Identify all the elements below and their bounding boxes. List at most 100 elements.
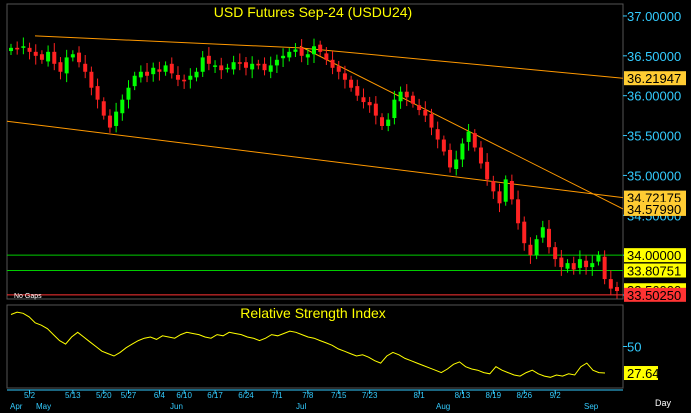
candle-body: [58, 62, 63, 72]
no-gaps-note: No Gaps: [14, 293, 42, 300]
candle-body: [553, 247, 558, 260]
candle-body: [577, 259, 582, 268]
candle-body: [132, 75, 137, 87]
price-label-box: [624, 190, 686, 205]
y-tick-label: 36.50000: [627, 49, 681, 64]
y-tick-label: 36.00000: [627, 89, 681, 104]
x-tick-label: 8/13: [455, 391, 471, 400]
month-label: Apr: [10, 402, 23, 411]
candle-body: [268, 65, 273, 72]
month-label: May: [36, 402, 51, 411]
candle-body: [281, 55, 286, 59]
x-tick-label: 5/20: [96, 391, 112, 400]
price-label-box: [624, 71, 686, 86]
price-label-box: [624, 248, 686, 263]
candle-body: [305, 54, 310, 58]
candle-body: [373, 103, 378, 116]
rsi-panel: 50 27.64: [6, 304, 660, 389]
candle-body: [423, 110, 428, 116]
y-tick-label: 35.00000: [627, 168, 681, 183]
candle-body: [299, 47, 304, 56]
rsi-line: [10, 311, 606, 378]
candle-body: [522, 221, 527, 244]
candle-body: [262, 63, 267, 71]
candle-body: [188, 75, 193, 80]
candle-body: [33, 51, 38, 56]
x-tick-label: 5/13: [65, 391, 81, 400]
candle-body: [206, 55, 211, 64]
candle-body: [466, 131, 471, 142]
candle-body: [540, 227, 545, 238]
candle-body: [219, 65, 224, 71]
candle-body: [472, 133, 477, 148]
candle-body: [324, 53, 329, 60]
candle-body: [565, 263, 570, 269]
candle-body: [237, 62, 242, 64]
x-tick-label: 7/1: [271, 391, 283, 400]
candle-body: [590, 263, 595, 268]
x-tick-label: 6/4: [154, 391, 166, 400]
candle-body: [138, 71, 143, 78]
trend-line: [299, 45, 624, 210]
candle-body: [145, 71, 150, 76]
candle-body: [398, 91, 403, 102]
candle-body: [114, 111, 119, 126]
time-axis: 5/2 5/13 5/20 5/27 6/4 6/10 6/17 6/24 7/1 7/8 7/15…: [7, 389, 623, 411]
trend-line: [34, 35, 301, 49]
candle-body: [596, 255, 601, 262]
trend-line: [6, 120, 624, 199]
price-label-text: 36.21947: [627, 71, 681, 86]
candle-body: [349, 79, 354, 88]
price-label-box: [624, 201, 686, 216]
price-label-box: [624, 287, 686, 302]
candle-body: [342, 73, 347, 80]
candle-body: [243, 62, 248, 68]
trend-line: [299, 47, 624, 79]
candle-body: [318, 44, 323, 52]
candle-body: [101, 101, 106, 116]
x-tick-label: 5/2: [24, 391, 36, 400]
candle-body: [534, 239, 539, 256]
candle-body: [460, 143, 465, 160]
candle-body: [417, 105, 422, 111]
rsi-value-box: [624, 366, 658, 381]
candle-body: [175, 74, 180, 80]
x-tick-label: 7/8: [302, 391, 314, 400]
candle-body: [485, 161, 490, 180]
rsi-title: Relative Strength Index: [240, 305, 386, 321]
candle-body: [367, 102, 372, 106]
candle-body: [194, 71, 199, 78]
month-label: Aug: [436, 402, 450, 411]
candle-body: [70, 54, 75, 58]
candle-body: [454, 159, 459, 170]
candle-body: [429, 114, 434, 128]
rsi-y-tick-label: 50: [627, 340, 641, 355]
candle-body: [287, 51, 292, 58]
candle-body: [608, 279, 613, 289]
candle-body: [126, 87, 131, 100]
candle-body: [355, 86, 360, 96]
candle-body: [546, 228, 551, 248]
candle-body: [559, 257, 564, 268]
y-tick-label: 35.50000: [627, 129, 681, 144]
price-label-box: [624, 263, 686, 278]
candle-body: [256, 63, 261, 66]
x-tick-label: 7/23: [362, 391, 378, 400]
candle-body: [571, 263, 576, 270]
candle-body: [274, 59, 279, 66]
candle-body: [64, 57, 69, 74]
candle-body: [225, 67, 230, 70]
price-label-text: 34.57990: [627, 202, 681, 217]
candle-body: [46, 51, 51, 62]
price-label-text: 33.80751: [627, 263, 681, 278]
candle-body: [448, 149, 453, 168]
x-tick-label: 5/27: [121, 391, 137, 400]
candle-body: [95, 86, 100, 100]
price-label-text: 34.00000: [627, 248, 681, 263]
x-tick-label: 9/2: [550, 391, 562, 400]
month-label: Sep: [584, 402, 599, 411]
candle-body: [497, 191, 502, 204]
candle-body: [615, 287, 619, 292]
candle-body: [410, 95, 415, 104]
